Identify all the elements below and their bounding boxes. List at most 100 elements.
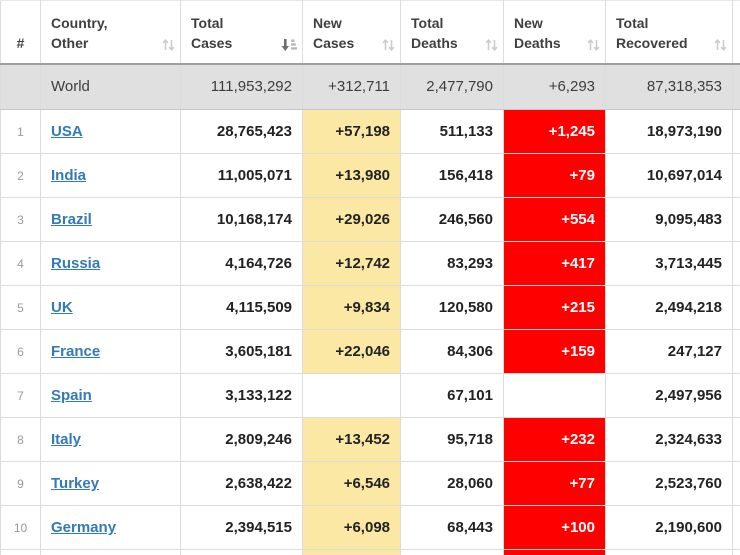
rank-cell: 1 (0, 109, 41, 154)
table-row-france: 6 France 3,605,181 +22,046 84,306 +159 2… (0, 329, 740, 374)
header-total-deaths[interactable]: Total Deaths (400, 0, 504, 65)
table-row-italy: 8 Italy 2,809,246 +13,452 95,718 +232 2,… (0, 417, 740, 462)
world-row: World 111,953,292 +312,711 2,477,790 +6,… (0, 63, 740, 110)
country-link[interactable]: Turkey (51, 475, 100, 492)
total-deaths-cell: 511,133 (400, 109, 504, 154)
total-recovered-cell: 2,523,760 (605, 461, 733, 506)
rank-cell: 5 (0, 285, 41, 330)
total-recovered-cell: 3,713,445 (605, 241, 733, 286)
new-cases-cell: +22,046 (302, 329, 401, 374)
new-cases-cell (302, 373, 401, 418)
country-link[interactable]: France (51, 343, 101, 360)
header-label: Total (616, 14, 649, 31)
total-cases-cell: 3,133,122 (180, 373, 303, 418)
header-new-deaths[interactable]: New Deaths (503, 0, 606, 65)
header-label: Total (191, 14, 224, 31)
new-cases-cell: +6,098 (302, 505, 401, 550)
country-cell: USA (40, 109, 181, 154)
total-cases-cell: 10,168,174 (180, 197, 303, 242)
sort-both-icon (714, 38, 727, 51)
rank-cell: 4 (0, 241, 41, 286)
country-cell (40, 549, 181, 555)
rank-cell: 6 (0, 329, 41, 374)
new-deaths-cell: +159 (503, 329, 606, 374)
header-new-cases[interactable]: New Cases (302, 0, 401, 65)
clipped-column-cell (732, 63, 740, 110)
header-label: New (313, 14, 342, 31)
clipped-column-cell (732, 329, 740, 374)
sort-both-icon (162, 38, 175, 51)
header-total-cases[interactable]: Total Cases (180, 0, 303, 65)
total-deaths-cell: 68,443 (400, 505, 504, 550)
new-cases-cell: +12,742 (302, 241, 401, 286)
total-recovered-cell: 10,697,014 (605, 153, 733, 198)
world-total-cases: 111,953,292 (180, 63, 303, 110)
total-deaths-cell: 246,560 (400, 197, 504, 242)
world-new-deaths: +6,293 (503, 63, 606, 110)
country-link[interactable]: Spain (51, 387, 92, 404)
table-row-india: 2 India 11,005,071 +13,980 156,418 +79 1… (0, 153, 740, 198)
table-row-brazil: 3 Brazil 10,168,174 +29,026 246,560 +554… (0, 197, 740, 242)
total-recovered-cell: 2,494,218 (605, 285, 733, 330)
new-cases-cell: +29,026 (302, 197, 401, 242)
country-link[interactable]: Italy (51, 431, 82, 448)
total-cases-cell: 2,809,246 (180, 417, 303, 462)
total-deaths-cell: 84,306 (400, 329, 504, 374)
country-link[interactable]: USA (51, 123, 83, 140)
total-deaths-cell: 28,060 (400, 461, 504, 506)
clipped-column-cell (732, 461, 740, 506)
rank-cell: 3 (0, 197, 41, 242)
world-new-cases: +312,711 (302, 63, 401, 110)
country-link[interactable]: UK (51, 299, 73, 316)
new-cases-cell (302, 549, 401, 555)
clipped-column-cell (732, 241, 740, 286)
total-recovered-cell (605, 549, 733, 555)
header-country[interactable]: Country, Other (40, 0, 181, 65)
total-deaths-cell: 95,718 (400, 417, 504, 462)
header-label: Cases (313, 34, 355, 51)
new-deaths-cell: +79 (503, 153, 606, 198)
new-deaths-cell (503, 373, 606, 418)
header-label: Deaths (411, 34, 458, 51)
country-cell: Italy (40, 417, 181, 462)
table-row-germany: 10 Germany 2,394,515 +6,098 68,443 +100 … (0, 505, 740, 550)
new-cases-cell: +6,546 (302, 461, 401, 506)
total-cases-cell (180, 549, 303, 555)
header-label: New (514, 14, 543, 31)
new-cases-cell: +13,452 (302, 417, 401, 462)
header-label: # (16, 34, 25, 51)
header-clipped-column (732, 0, 740, 65)
clipped-column-cell (732, 285, 740, 330)
total-deaths-cell: 120,580 (400, 285, 504, 330)
rank-cell: 2 (0, 153, 41, 198)
new-deaths-cell: +417 (503, 241, 606, 286)
total-deaths-cell (400, 549, 504, 555)
clipped-column-cell (732, 505, 740, 550)
world-total-deaths: 2,477,790 (400, 63, 504, 110)
country-link[interactable]: India (51, 167, 87, 184)
country-cell: France (40, 329, 181, 374)
total-deaths-cell: 156,418 (400, 153, 504, 198)
table-row-turkey: 9 Turkey 2,638,422 +6,546 28,060 +77 2,5… (0, 461, 740, 506)
total-cases-cell: 4,164,726 (180, 241, 303, 286)
total-deaths-cell: 67,101 (400, 373, 504, 418)
clipped-column-cell (732, 109, 740, 154)
table-row-usa: 1 USA 28,765,423 +57,198 511,133 +1,245 … (0, 109, 740, 154)
country-link[interactable]: Russia (51, 255, 101, 272)
table-row-russia: 4 Russia 4,164,726 +12,742 83,293 +417 3… (0, 241, 740, 286)
country-cell: India (40, 153, 181, 198)
country-cell: Germany (40, 505, 181, 550)
sort-both-icon (485, 38, 498, 51)
header-rank[interactable]: # (0, 0, 41, 65)
new-cases-cell: +13,980 (302, 153, 401, 198)
table-row-spain: 7 Spain 3,133,122 67,101 2,497,956 (0, 373, 740, 418)
clipped-column-cell (732, 417, 740, 462)
total-recovered-cell: 2,324,633 (605, 417, 733, 462)
header-label: Deaths (514, 34, 561, 51)
new-deaths-cell: +215 (503, 285, 606, 330)
header-total-recovered[interactable]: Total Recovered (605, 0, 733, 65)
country-link[interactable]: Germany (51, 519, 117, 536)
new-deaths-cell (503, 549, 606, 555)
country-link[interactable]: Brazil (51, 211, 92, 228)
